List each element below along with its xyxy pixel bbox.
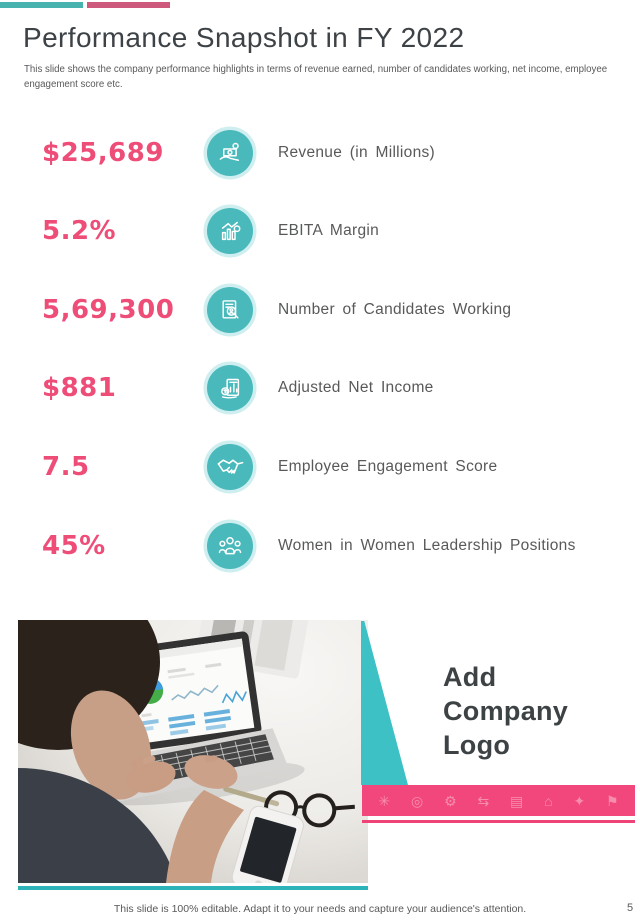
women-leadership-label: Women in Women Leadership Positions (278, 537, 576, 554)
women-leadership-value: 45% (42, 531, 106, 561)
revenue-label: Revenue (in Millions) (278, 144, 436, 161)
metric-row-ebita: 5.2% EBITA Margin (0, 205, 640, 257)
banner-underline (362, 820, 635, 823)
chart-coin-icon (207, 208, 253, 254)
candidates-value: 5,69,300 (42, 295, 175, 325)
accent-bar-teal (0, 2, 83, 8)
smartphone (231, 805, 304, 883)
document-icon: ▤ (510, 792, 524, 809)
hand-money-icon (207, 130, 253, 176)
metric-row-engagement: 7.5 Employee Engagement Score (0, 441, 640, 493)
engagement-value: 7.5 (42, 452, 90, 482)
page-subtitle: This slide shows the company performance… (24, 64, 608, 90)
pen (223, 786, 280, 807)
page-title: Performance Snapshot in FY 2022 (23, 22, 465, 53)
target-icon: ◎ (411, 792, 424, 809)
ebita-label: EBITA Margin (278, 222, 380, 239)
company-logo-placeholder[interactable]: Add Company Logo (443, 662, 569, 760)
document-search-icon (207, 287, 253, 333)
net-income-label: Adjusted Net Income (278, 379, 434, 396)
coins-chart-icon (207, 365, 253, 411)
accent-bar-pink (87, 2, 170, 8)
home-icon: ⌂ (544, 792, 553, 809)
photo-underline (18, 886, 368, 890)
flag-icon: ⚑ (606, 792, 619, 809)
footer-note: This slide is 100% editable. Adapt it to… (113, 903, 527, 915)
women-group-icon (207, 523, 253, 569)
spark-icon: ✦ (573, 792, 586, 809)
page-number: 5 (626, 902, 634, 914)
handshake-icon (207, 444, 253, 490)
net-income-value: $881 (42, 373, 117, 403)
gear-icon: ⚙ (444, 792, 457, 809)
metric-row-women-leadership: 45% Women in Women Leadership Positions (0, 520, 640, 572)
exchange-icon: ⇆ (477, 792, 490, 809)
revenue-value: $25,689 (42, 138, 164, 168)
teal-wedge-shape (361, 621, 408, 785)
icon-banner: ✳ ◎ ⚙ ⇆ ▤ ⌂ ✦ ⚑ (362, 785, 635, 816)
metric-row-revenue: $25,689 Revenue (in Millions) (0, 127, 640, 179)
desk-photo (18, 620, 368, 883)
metric-row-net-income: $881 Adjusted Net Income (0, 362, 640, 414)
candidates-label: Number of Candidates Working (278, 301, 512, 318)
engagement-label: Employee Engagement Score (278, 458, 498, 475)
hands (126, 755, 244, 883)
burst-icon: ✳ (378, 792, 391, 809)
ebita-value: 5.2% (42, 216, 117, 246)
metric-row-candidates: 5,69,300 Number of Candidates Working (0, 284, 640, 336)
